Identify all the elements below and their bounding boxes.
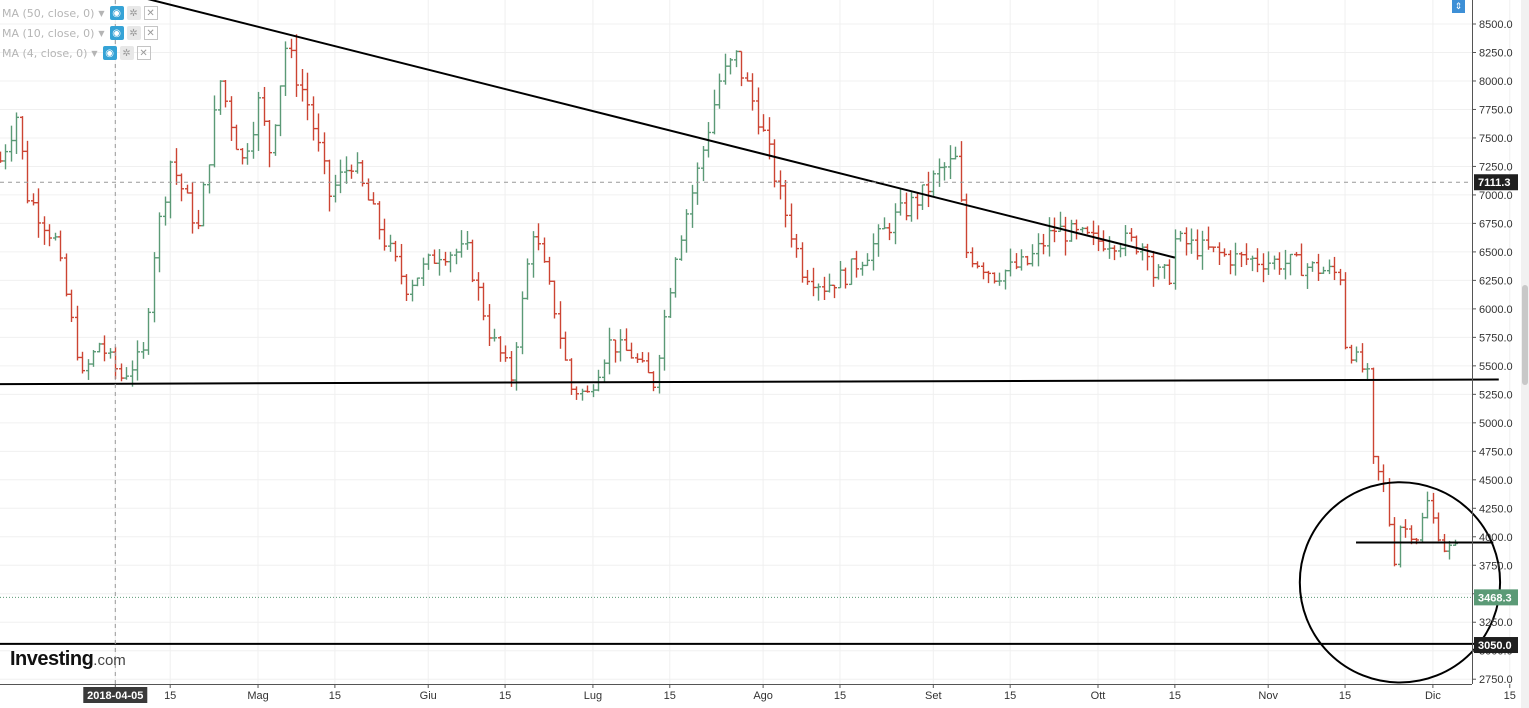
gear-icon[interactable]: ✲ (126, 6, 141, 20)
price-tick-label: 7250.0 (1479, 161, 1513, 173)
time-tick-label: 15 (664, 690, 676, 702)
price-tick-label: 4750.0 (1479, 446, 1513, 458)
ohlc-bars (0, 34, 1458, 568)
time-axis[interactable]: 2018-04-05 15 Mag 15 Giu 15 Lug 15 Ago 15 Set 15 Ott… (0, 684, 1516, 703)
chevron-down-icon[interactable]: ▼ (98, 28, 105, 38)
price-tick-label: 5750.0 (1479, 332, 1513, 344)
price-tick-label: 8250.0 (1479, 47, 1513, 59)
gear-icon[interactable]: ✲ (126, 26, 141, 40)
time-tick-label: 15 (164, 690, 176, 702)
price-tick-label: 8000.0 (1479, 76, 1513, 88)
time-tick-label: Set (925, 690, 942, 702)
price-tick-label: 7750.0 (1479, 104, 1513, 116)
price-label-box (1474, 174, 1518, 191)
trend-line (147, 0, 1176, 259)
price-tick-label: 3250.0 (1479, 617, 1513, 629)
price-label-box (1474, 637, 1518, 654)
chart-grid (0, 0, 1511, 684)
close-icon[interactable]: ✕ (136, 46, 151, 60)
scroll-arrows-icon[interactable]: ⇕ (1452, 0, 1465, 13)
price-label: 3468.3 (1478, 592, 1512, 604)
gear-icon[interactable]: ✲ (119, 46, 134, 60)
price-tick-label: 2750.0 (1479, 674, 1513, 686)
price-tick-label: 4250.0 (1479, 503, 1513, 515)
price-label: 3050.0 (1478, 640, 1512, 652)
price-tick-label: 4000.0 (1479, 532, 1513, 544)
chevron-down-icon[interactable]: ▼ (98, 8, 105, 18)
price-tick-label: 6750.0 (1479, 218, 1513, 230)
crosshair-date-label: 2018-04-05 (87, 690, 143, 702)
price-tick-label: 5500.0 (1479, 361, 1513, 373)
price-label: 7111.3 (1478, 177, 1510, 189)
time-tick-label: 15 (1169, 690, 1181, 702)
scrollbar[interactable] (1521, 0, 1529, 708)
chevron-down-icon[interactable]: ▼ (91, 48, 98, 58)
price-tick-label: 7500.0 (1479, 133, 1513, 145)
price-tick-label: 6250.0 (1479, 275, 1513, 287)
investing-logo: Investing.com (10, 648, 126, 670)
price-tick-label: 6000.0 (1479, 304, 1513, 316)
close-icon[interactable]: ✕ (143, 26, 158, 40)
crosshair (0, 0, 1472, 684)
time-tick-label: 15 (1339, 690, 1351, 702)
price-labels: 7111.3 3468.3 3050.0 (1474, 174, 1518, 654)
time-tick-label: Mag (247, 690, 268, 702)
price-tick-label: 5250.0 (1479, 389, 1513, 401)
price-tick-label: 6500.0 (1479, 247, 1513, 259)
indicator-label: MA (50, close, 0) (2, 6, 95, 20)
price-axis[interactable]: 2750.03000.03250.03500.03750.04000.04250… (1472, 0, 1513, 686)
price-label-box (1474, 589, 1518, 606)
time-tick-label: Ago (753, 690, 773, 702)
time-tick-label: 15 (1504, 690, 1516, 702)
time-tick-label: 15 (1004, 690, 1016, 702)
price-tick-label: 5000.0 (1479, 418, 1513, 430)
time-tick-label: Dic (1425, 690, 1441, 702)
eye-icon[interactable]: ◉ (109, 26, 124, 40)
price-tick-label: 3750.0 (1479, 560, 1513, 572)
price-tick-label: 8500.0 (1479, 19, 1513, 31)
eye-icon[interactable]: ◉ (102, 46, 117, 60)
indicator-ma-50[interactable]: MA (50, close, 0) ▼ ◉ ✲ ✕ (2, 5, 161, 21)
crosshair-date-box (83, 687, 148, 703)
time-tick-label: Nov (1258, 690, 1278, 702)
circle-annotation (1298, 481, 1502, 684)
time-tick-label: Lug (584, 690, 602, 702)
price-tick-label: 7000.0 (1479, 190, 1513, 202)
time-tick-label: 15 (834, 690, 846, 702)
time-tick-label: Giu (420, 690, 437, 702)
trend-line (0, 378, 1499, 386)
indicator-label: MA (10, close, 0) (2, 26, 95, 40)
time-tick-label: 15 (499, 690, 511, 702)
indicator-ma-10[interactable]: MA (10, close, 0) ▼ ◉ ✲ ✕ (2, 25, 161, 41)
price-tick-label: 4500.0 (1479, 475, 1513, 487)
eye-icon[interactable]: ◉ (109, 6, 124, 20)
indicator-label: MA (4, close, 0) (2, 46, 88, 60)
scrollbar-thumb[interactable] (1522, 285, 1528, 385)
trend-lines (0, 0, 1502, 684)
time-tick-label: Ott (1091, 690, 1106, 702)
close-icon[interactable]: ✕ (143, 6, 158, 20)
time-tick-label: 15 (329, 690, 341, 702)
indicator-ma-4[interactable]: MA (4, close, 0) ▼ ◉ ✲ ✕ (2, 45, 154, 61)
